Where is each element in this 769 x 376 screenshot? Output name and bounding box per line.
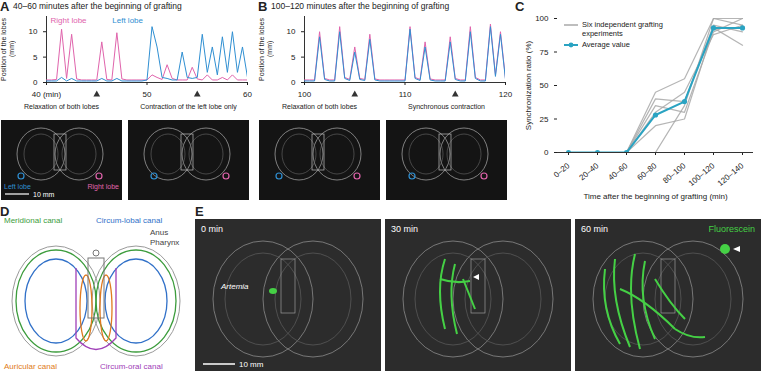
svg-text:100–120: 100–120	[687, 161, 717, 188]
svg-text:50: 50	[540, 81, 549, 90]
svg-text:100: 100	[298, 90, 312, 99]
svg-text:10 mm: 10 mm	[239, 360, 264, 369]
svg-text:Right lobe: Right lobe	[51, 16, 88, 25]
html-text:Relaxation of both lobes: Relaxation of both lobes	[23, 103, 99, 110]
html-text:C: C	[515, 0, 525, 14]
svg-text:10: 10	[29, 27, 38, 36]
svg-text:80–100: 80–100	[661, 161, 688, 185]
svg-text:0: 0	[544, 148, 549, 157]
svg-text:0: 0	[33, 78, 38, 87]
svg-text:120: 120	[499, 90, 513, 99]
html-text:D: D	[0, 204, 10, 219]
svg-text:Right lobe: Right lobe	[87, 183, 119, 191]
svg-text:110: 110	[399, 90, 412, 99]
svg-text:Circum-oral canal: Circum-oral canal	[100, 362, 163, 371]
svg-text:30 min: 30 min	[391, 224, 418, 234]
svg-text:60–80: 60–80	[636, 161, 659, 183]
svg-text:10: 10	[287, 27, 296, 36]
svg-text:40–60: 40–60	[607, 161, 630, 183]
svg-text:40 (min): 40 (min)	[32, 90, 62, 99]
html-text:Position of the lobes (mm): Position of the lobes (mm)	[258, 17, 273, 81]
svg-text:10 mm: 10 mm	[33, 191, 55, 198]
html-text:Synchronous contraction: Synchronous contraction	[408, 103, 485, 110]
svg-text:5: 5	[33, 53, 38, 62]
html-text:Position of the lobes (mm): Position of the lobes (mm)	[0, 17, 15, 81]
html-text:E: E	[195, 204, 204, 219]
svg-text:20–40: 20–40	[578, 161, 601, 183]
svg-text:Time after the beginning of gr: Time after the beginning of grafting (mi…	[583, 192, 728, 201]
svg-text:75: 75	[540, 48, 549, 57]
svg-text:0–20: 0–20	[552, 161, 572, 180]
svg-text:Left lobe: Left lobe	[4, 183, 31, 190]
svg-text:Pharynx: Pharynx	[150, 238, 179, 247]
svg-text:120–140: 120–140	[716, 161, 746, 188]
svg-text:100: 100	[535, 14, 549, 23]
html-text:Six independent grafting exper: Six independent grafting experiments	[582, 20, 663, 38]
svg-text:60 min: 60 min	[581, 224, 608, 234]
svg-text:Meridional canal: Meridional canal	[4, 216, 62, 225]
svg-text:25: 25	[540, 115, 549, 124]
html-text:A 40–60 minutes after the begi: A 40–60 minutes after the beginning of g…	[0, 0, 182, 14]
svg-text:Left lobe: Left lobe	[112, 16, 143, 25]
svg-text:0 min: 0 min	[201, 224, 223, 234]
svg-text:60: 60	[243, 90, 252, 99]
svg-text:Auricular canal: Auricular canal	[4, 362, 57, 371]
svg-text:Fluorescein: Fluorescein	[708, 224, 755, 234]
svg-text:5: 5	[291, 53, 296, 62]
svg-text:Synchronization ratio (%): Synchronization ratio (%)	[524, 40, 533, 130]
svg-text:50: 50	[143, 90, 152, 99]
html-text:Contraction of the left lobe o: Contraction of the left lobe only	[140, 103, 237, 110]
html-text:Relaxation of both lobes: Relaxation of both lobes	[281, 103, 357, 110]
html-text:Average value: Average value	[582, 40, 630, 49]
svg-text:0: 0	[291, 78, 296, 87]
html-text:B 100–120 minutes after the be: B 100–120 minutes after the beginning of…	[258, 0, 450, 14]
svg-text:Artemia: Artemia	[220, 282, 249, 291]
svg-text:Circum-lobal canal: Circum-lobal canal	[96, 216, 162, 225]
svg-text:Anus: Anus	[150, 228, 168, 237]
